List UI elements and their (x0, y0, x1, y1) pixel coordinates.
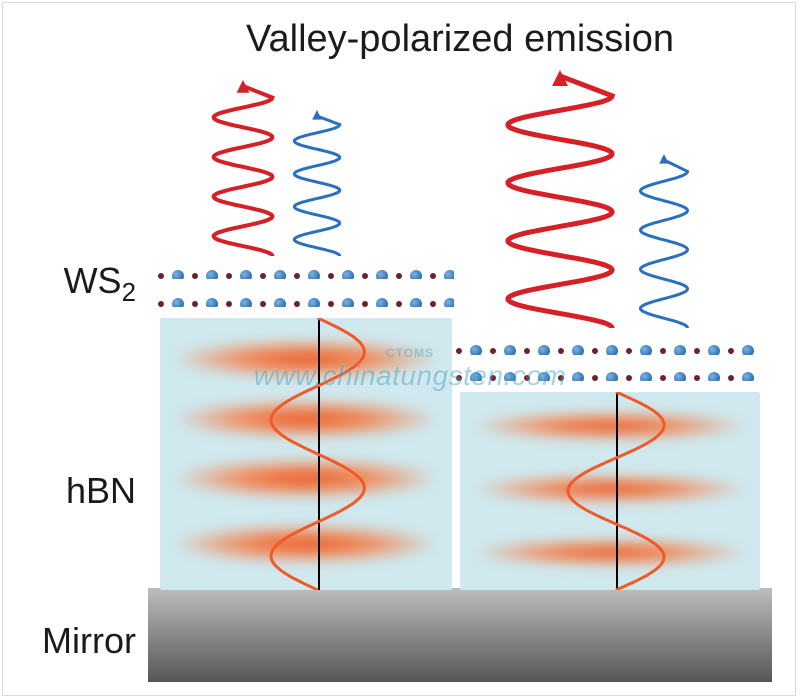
ws2-block-left (158, 256, 454, 318)
mirror-layer (148, 588, 772, 682)
ws2-label-sub: 2 (122, 279, 136, 307)
hbn-label: hBN (6, 470, 136, 512)
helix-icon (636, 154, 692, 328)
atom-row (456, 332, 762, 338)
atom-row (158, 256, 454, 262)
helix-red-right (498, 70, 622, 328)
ws2-label: WS2 (6, 260, 136, 308)
helix-red-left (208, 80, 278, 256)
watermark: CTOMS www.chinatungsten.com (200, 346, 620, 392)
atom-row (158, 284, 454, 290)
watermark-logo-text: CTOMS (200, 346, 620, 360)
helix-blue-right (636, 154, 692, 328)
mirror-label: Mirror (6, 620, 136, 662)
diagram-title: Valley-polarized emission (200, 18, 720, 61)
hbn-block-right (460, 392, 760, 590)
ws2-label-main: WS (64, 260, 122, 301)
sine-wave (460, 392, 760, 590)
helix-icon (290, 110, 344, 256)
helix-blue-left (290, 110, 344, 256)
diagram-stage: Valley-polarized emission WS2 hBN Mirror… (0, 0, 800, 700)
helix-icon (208, 80, 278, 256)
watermark-url: www.chinatungsten.com (200, 360, 620, 392)
atom-row (158, 306, 454, 312)
helix-icon (498, 70, 622, 328)
